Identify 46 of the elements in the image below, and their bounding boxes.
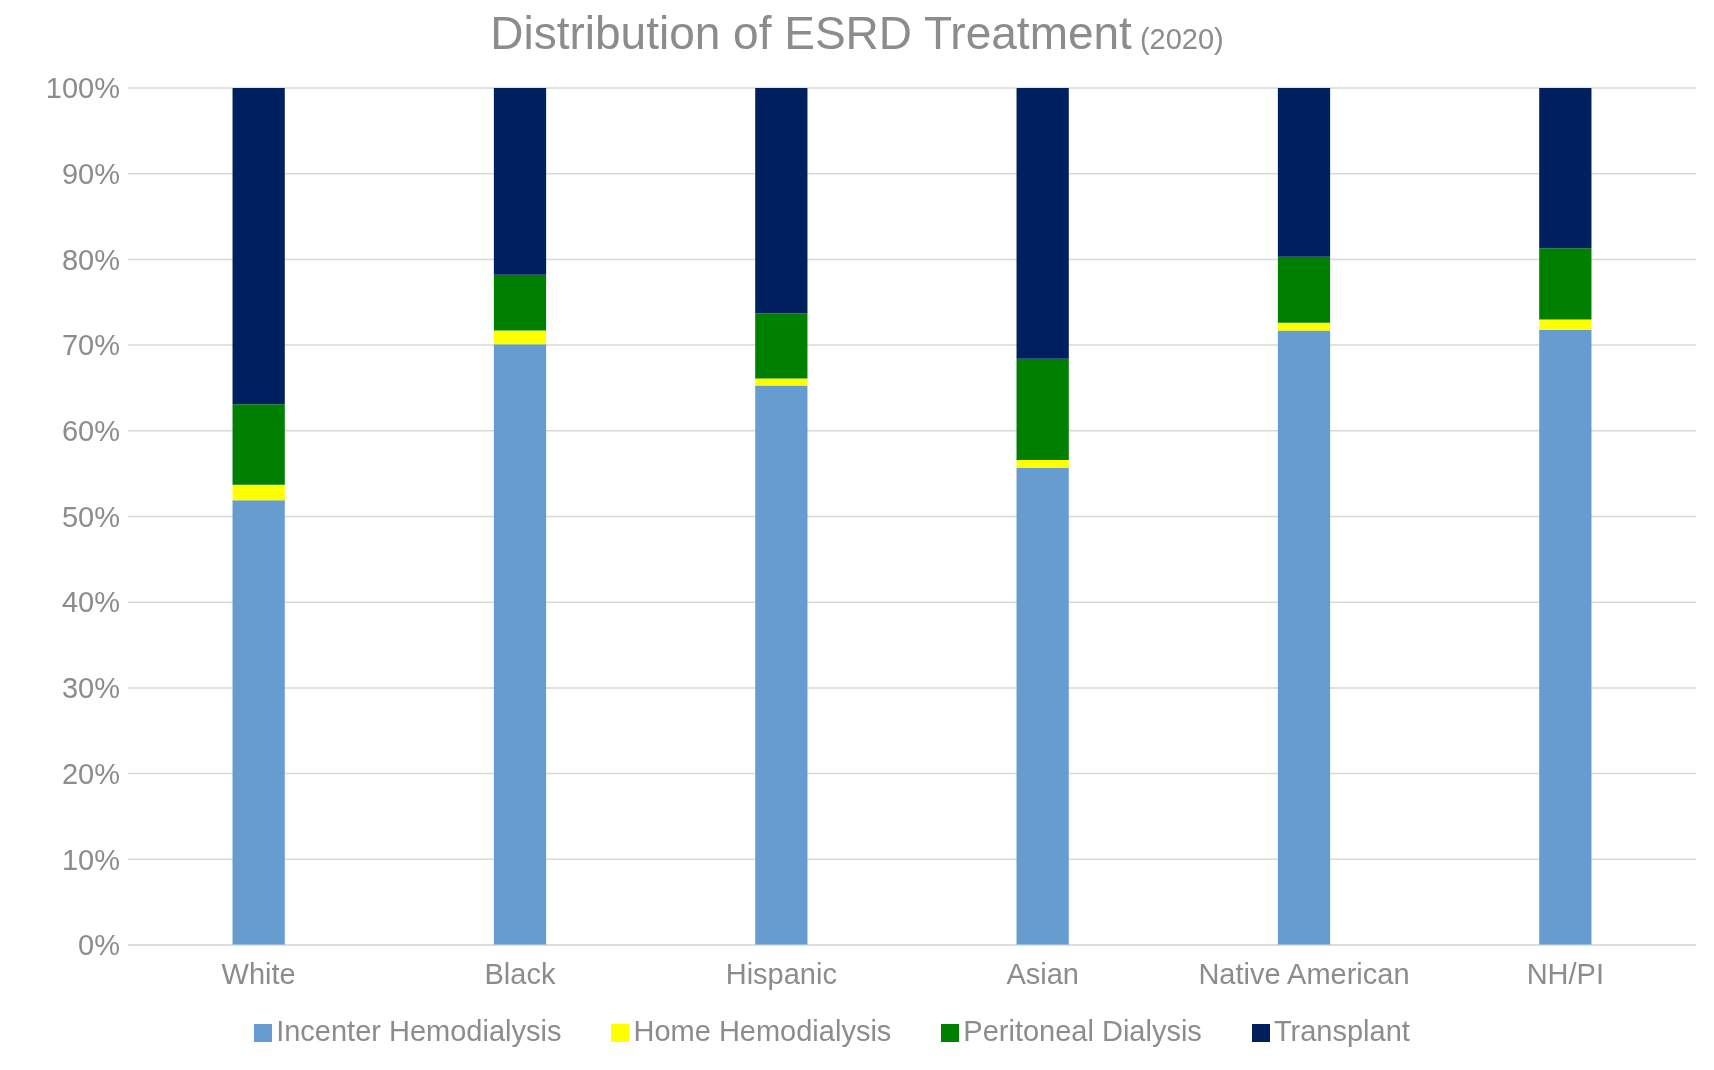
bar [493,274,547,331]
y-tick-label: 90% [61,157,120,190]
bar [755,313,808,379]
bar [1539,319,1592,330]
bar [1277,256,1331,323]
bar [1539,329,1592,945]
bar [232,88,285,405]
bar [1016,88,1069,359]
bar [1277,88,1331,257]
x-tick-label: Native American [1198,957,1410,990]
y-tick-label: 70% [61,329,120,362]
bar [232,484,285,501]
bar [755,88,808,314]
y-tick-label: 80% [61,243,120,276]
x-tick-label: Hispanic [725,957,837,990]
bar [1016,459,1069,468]
bar [1277,322,1331,331]
bar [493,88,547,275]
bar [493,330,547,345]
legend-label: Incenter Hemodialysis [276,1015,562,1047]
bar [1016,358,1069,460]
y-tick-label: 30% [61,672,120,705]
legend-label: Peritoneal Dialysis [963,1015,1202,1047]
y-tick-label: 20% [61,757,120,790]
legend-label: Home Hemodialysis [633,1015,892,1047]
chart-subtitle: (2020) [1138,23,1224,55]
bar [232,500,285,945]
bar [493,344,547,945]
y-tick-label: 10% [61,843,120,876]
legend-label: Transplant [1273,1015,1410,1047]
y-tick-label: 0% [78,929,120,962]
y-tick-label: 100% [45,72,120,105]
x-tick-label: Black [484,957,556,990]
y-tick-label: 40% [61,586,120,619]
bar [1539,248,1592,320]
y-tick-label: 60% [61,415,120,448]
x-tick-label: Asian [1006,957,1079,990]
bar [755,385,808,945]
chart-title: Distribution of ESRD Treatment [490,7,1132,59]
bar [232,404,285,485]
bar [1539,88,1592,249]
bar [1016,467,1069,945]
x-tick-label: White [221,957,296,990]
y-tick-label: 50% [61,500,120,533]
x-tick-label: NH/PI [1526,957,1605,990]
bar [1277,330,1331,945]
